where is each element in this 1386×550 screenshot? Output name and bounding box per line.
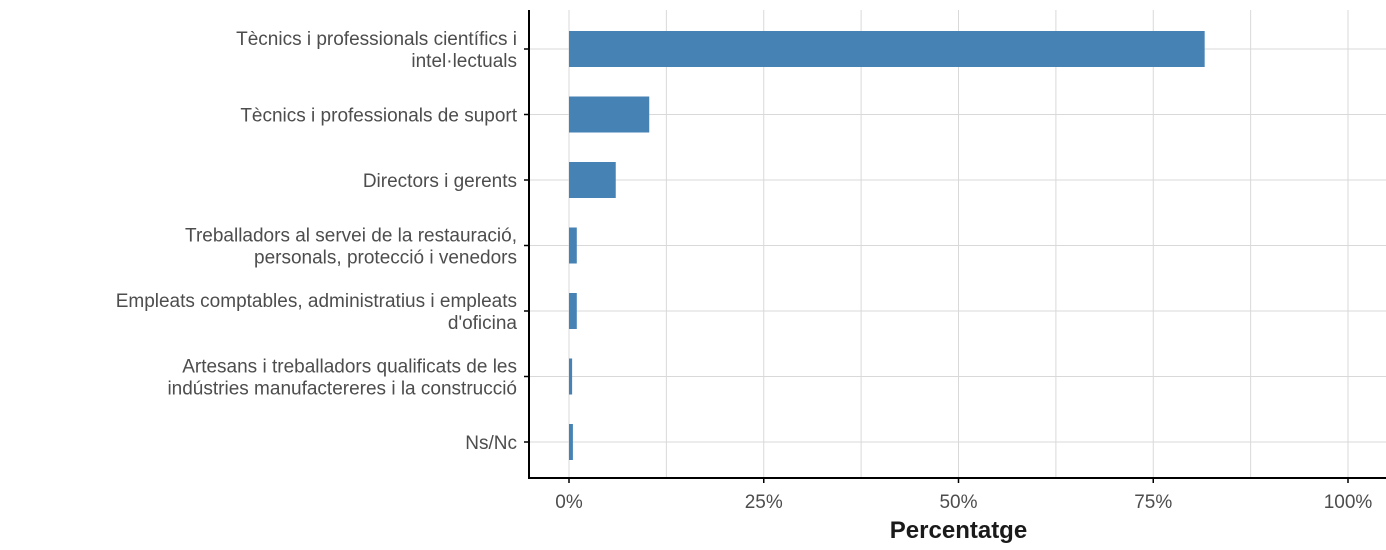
grid-lines [529, 10, 1386, 478]
x-tick-labels: 0% 25% 50% 75% 100% [555, 492, 1372, 513]
category-label: Tècnics i professionals de suport [240, 106, 517, 127]
category-label: Artesans i treballadors qualificats de l… [182, 357, 517, 378]
axes [524, 10, 1386, 483]
category-label: Empleats comptables, administratius i em… [116, 291, 517, 312]
category-label: Tècnics i professionals científics i [236, 29, 517, 50]
bar [569, 162, 616, 198]
bar [569, 31, 1205, 67]
x-tick-label: 100% [1324, 492, 1373, 513]
category-label: intel·lectuals [411, 51, 517, 72]
bar [569, 358, 573, 395]
category-label: Treballadors al servei de la restauració… [185, 226, 517, 247]
bar [569, 424, 573, 460]
category-label: d'oficina [448, 313, 518, 334]
x-tick-label: 25% [745, 492, 783, 513]
x-tick-label: 75% [1134, 492, 1172, 513]
x-tick-label: 50% [939, 492, 977, 513]
category-label: Ns/Nc [465, 433, 517, 454]
bars [569, 31, 1205, 460]
category-labels: Tècnics i professionals científics iinte… [116, 29, 518, 454]
bar [569, 293, 577, 329]
category-label: personals, protecció i venedors [254, 248, 517, 269]
x-axis-title: Percentatge [890, 517, 1027, 544]
category-label: Directors i gerents [363, 171, 517, 192]
bar [569, 96, 650, 133]
category-label: indústries manufactereres i la construcc… [167, 379, 517, 400]
bar [569, 227, 577, 264]
x-tick-label: 0% [555, 492, 583, 513]
